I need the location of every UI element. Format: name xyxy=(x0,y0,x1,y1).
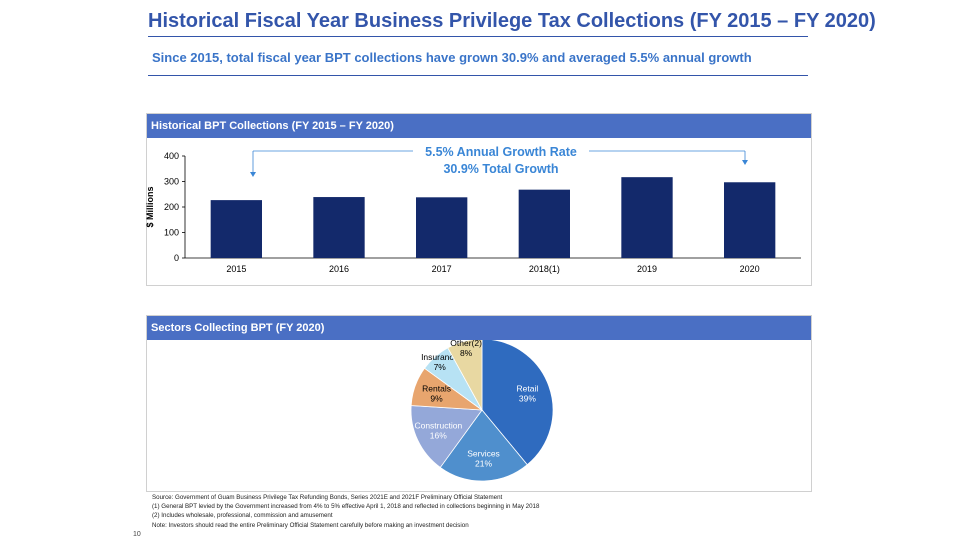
x-tick-label: 2017 xyxy=(432,264,452,274)
pie-label: Construction xyxy=(414,421,462,431)
pie-label: Retail xyxy=(517,384,539,394)
pie-label: Insurance xyxy=(421,352,459,362)
y-tick-label: 300 xyxy=(164,177,179,187)
pie-value: 16% xyxy=(430,431,447,441)
bar-2016 xyxy=(313,197,365,258)
pie-value: 7% xyxy=(434,362,447,372)
bar-2017 xyxy=(416,197,468,258)
pie-chart-panel: Sectors Collecting BPT (FY 2020) Retail 3… xyxy=(146,315,812,492)
slide-subtitle: Since 2015, total fiscal year BPT collec… xyxy=(152,50,752,65)
footnote-2: (2) Includes wholesale, professional, co… xyxy=(152,512,333,520)
bar-2015 xyxy=(210,200,262,258)
growth-arrow-left-head xyxy=(250,172,256,177)
pie-label: Services xyxy=(467,448,500,458)
pie-slice-services xyxy=(439,409,528,482)
bar-chart-header: Historical BPT Collections (FY 2015 – FY… xyxy=(147,114,811,138)
source-note: Source: Government of Guam Business Priv… xyxy=(152,494,503,501)
pie-chart-header: Sectors Collecting BPT (FY 2020) xyxy=(147,316,811,340)
y-tick-label: 200 xyxy=(164,202,179,212)
bar-chart: 0 100 200 300 400 $ Millions 2015 2016 2017 2018(… xyxy=(145,145,801,274)
bar-2018(1) xyxy=(518,189,570,258)
pie-value: 39% xyxy=(519,394,536,404)
x-tick-label: 2020 xyxy=(740,264,760,274)
page-number: 10 xyxy=(133,531,141,538)
y-tick-label: 400 xyxy=(164,151,179,161)
bar-2019 xyxy=(621,177,673,258)
bar-2020 xyxy=(724,182,776,258)
title-divider xyxy=(148,36,808,37)
pie-slice-construction xyxy=(410,405,483,468)
bar-chart-panel: Historical BPT Collections (FY 2015 – FY… xyxy=(145,113,812,286)
x-tick-label: 2016 xyxy=(329,264,349,274)
x-tick-label: 2018(1) xyxy=(529,264,560,274)
slide-title: Historical Fiscal Year Business Privileg… xyxy=(148,10,876,32)
footnote-1: (1) General BPT levied by the Government… xyxy=(152,503,540,511)
y-tick-label: 0 xyxy=(174,253,179,263)
y-axis-label: $ Millions xyxy=(145,186,155,227)
pie-slice-retail xyxy=(481,340,554,466)
y-tick-label: 100 xyxy=(164,228,179,238)
total-growth-annotation: 30.9% Total Growth xyxy=(443,162,558,176)
footnotes: Source: Government of Guam Business Priv… xyxy=(152,493,539,530)
annual-growth-annotation: 5.5% Annual Growth Rate xyxy=(425,145,577,159)
investor-note: Note: Investors should read the entire P… xyxy=(152,521,469,529)
subtitle-divider xyxy=(148,75,808,76)
growth-arrow-right-head xyxy=(742,160,748,165)
pie-label: Rentals xyxy=(422,384,451,394)
pie-value: 9% xyxy=(430,394,443,404)
x-tick-label: 2019 xyxy=(637,264,657,274)
x-tick-label: 2015 xyxy=(226,264,246,274)
pie-slice-other-2 xyxy=(447,340,483,411)
pie-label: Other(2) xyxy=(450,338,482,348)
pie-value: 21% xyxy=(475,458,492,468)
pie-value: 8% xyxy=(460,348,473,358)
